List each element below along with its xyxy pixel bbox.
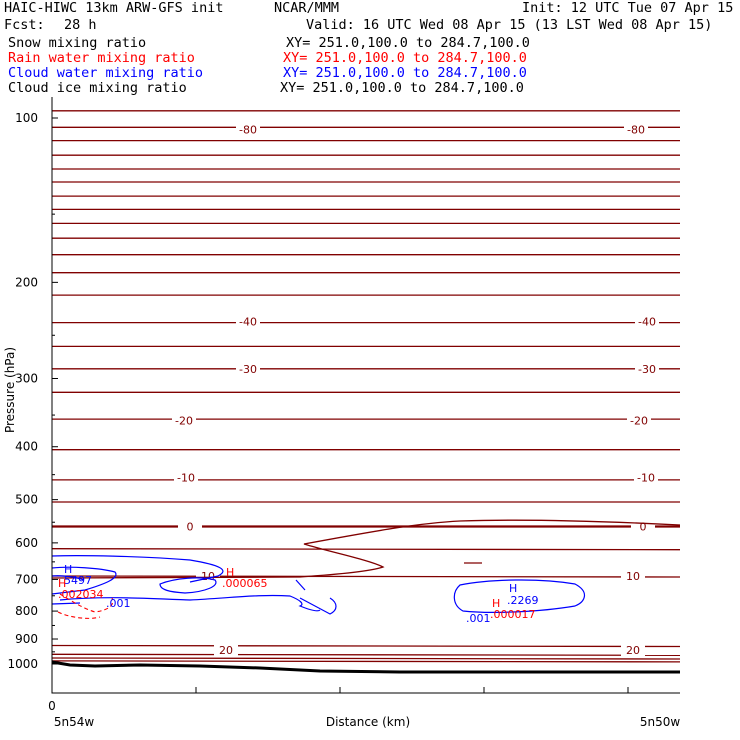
y-tick-label: 500	[15, 493, 38, 507]
marker-h-rain-mid: H	[226, 566, 234, 579]
agency-label: NCAR/MMM	[274, 0, 340, 16]
isotherm-label: -40	[638, 316, 656, 329]
isotherm-label-bg	[634, 471, 658, 485]
marker-h-rain-right: H	[492, 597, 500, 610]
isotherm-label: 0	[187, 521, 194, 534]
y-tick-label: 1000	[7, 657, 38, 671]
rain-water-contour	[57, 593, 114, 619]
y-tick-label: 400	[15, 440, 38, 454]
isotherm-label: 20	[219, 644, 233, 657]
field-name-cloud-water: Cloud water mixing ratio	[8, 65, 204, 81]
y-tick-label: 700	[15, 572, 38, 586]
cloud-water-contour-left	[51, 555, 337, 615]
isotherm-label-bg	[172, 414, 196, 428]
y-tick-label: 900	[15, 632, 38, 646]
isotherm-label: 10	[626, 570, 640, 583]
marker-h-cloud-left: H	[64, 563, 72, 576]
forecast-label: Fcst:	[4, 17, 45, 33]
warm-tongue-contour	[51, 519, 681, 579]
init-time: Init: 12 UTC Tue 07 Apr 15	[522, 0, 734, 16]
x-tick-label: 0	[48, 699, 56, 713]
isotherm-label-bg	[627, 414, 651, 428]
forecast-hours: 28 h	[64, 17, 97, 33]
temperature-contour-line	[51, 575, 681, 578]
contour-label-cloud-right: .001	[466, 612, 491, 625]
temperature-contour-line	[51, 660, 681, 663]
axis-frame	[51, 97, 680, 694]
x-left-location-label: 5n54w	[54, 715, 95, 729]
y-tick-label: 100	[15, 111, 38, 125]
isotherm-label-bg	[621, 643, 645, 657]
field-xy-cloud-water: XY= 251.0,100.0 to 284.7,100.0	[283, 65, 527, 81]
temperature-contour-line	[51, 644, 681, 648]
isotherm-label-bg	[236, 315, 260, 329]
isotherm-label-bg	[624, 123, 648, 137]
isotherm-label: -10	[637, 471, 655, 484]
isotherm-label: -20	[630, 414, 648, 427]
x-right-location-label: 5n50w	[640, 715, 681, 729]
y-tick-label: 800	[15, 604, 38, 618]
isotherm-label: 0	[640, 521, 647, 534]
temperature-contours	[51, 110, 681, 663]
marker-value-rain-right: .000017	[490, 608, 536, 621]
isotherm-label-bg	[236, 123, 260, 137]
temperature-contour-line	[51, 653, 681, 656]
marker-value-cloud-left: 5497	[64, 574, 92, 587]
field-xy-rain: XY= 251.0,100.0 to 284.7,100.0	[283, 50, 527, 66]
field-name-snow: Snow mixing ratio	[8, 35, 147, 51]
isotherm-label-bg	[635, 362, 659, 376]
temperature-contour-line	[51, 657, 681, 660]
field-name-rain: Rain water mixing ratio	[8, 50, 195, 66]
marker-value-rain-left: .002034	[58, 588, 104, 601]
isotherm-label: -40	[239, 316, 257, 329]
isotherm-label-bg	[236, 362, 260, 376]
temperature-contour-line	[51, 548, 681, 551]
field-xy-cloud-ice: XY= 251.0,100.0 to 284.7,100.0	[280, 80, 524, 96]
field-name-cloud-ice: Cloud ice mixing ratio	[8, 80, 187, 96]
isotherm-label: -10	[177, 471, 195, 484]
isotherm-label-bg	[635, 315, 659, 329]
cloud-water-contour-right	[453, 579, 585, 613]
marker-value-cloud-right: .2269	[507, 594, 539, 607]
y-tick-label: 300	[15, 372, 38, 386]
isotherm-label: -30	[239, 363, 257, 376]
marker-value-rain-mid: .000065	[222, 577, 268, 590]
y-tick-label: 200	[15, 275, 38, 289]
marker-h-cloud-right: H	[509, 582, 517, 595]
isotherm-label-bg	[214, 643, 238, 657]
isotherm-label: -30	[638, 363, 656, 376]
isotherm-label-bg	[621, 570, 645, 584]
isotherm-label: -80	[239, 124, 257, 137]
y-axis-title: Pressure (hPa)	[3, 347, 17, 433]
x-axis-title: Distance (km)	[326, 715, 410, 729]
isotherm-label-bg	[178, 520, 202, 534]
isotherm-label: -20	[175, 414, 193, 427]
y-tick-label: 600	[15, 536, 38, 550]
marker-h-rain-left: H	[58, 577, 66, 590]
valid-time: Valid: 16 UTC Wed 08 Apr 15 (13 LST Wed …	[306, 17, 713, 33]
surface-line	[51, 660, 680, 674]
isotherm-label: -80	[627, 124, 645, 137]
field-xy-snow: XY= 251.0,100.0 to 284.7,100.0	[286, 35, 530, 51]
isotherm-label: 20	[626, 644, 640, 657]
contour-label-cloud-left: .001	[106, 597, 131, 610]
axes	[51, 97, 680, 694]
isotherm-label-bg	[174, 471, 198, 485]
model-title: HAIC-HIWC 13km ARW-GFS init	[4, 0, 224, 16]
